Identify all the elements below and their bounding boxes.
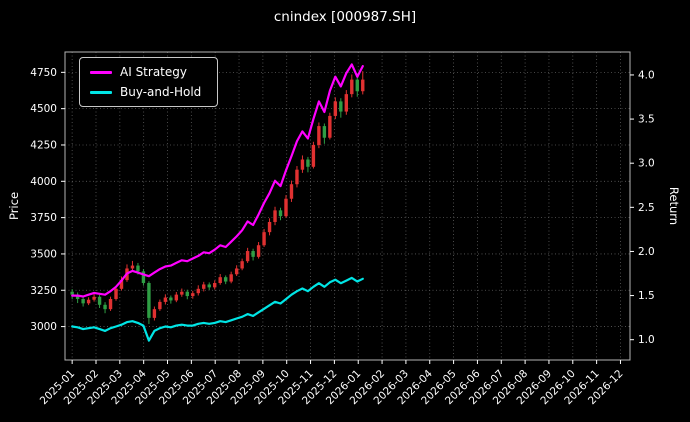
ai-strategy-line-swatch — [90, 70, 112, 74]
svg-text:1.0: 1.0 — [638, 334, 655, 346]
plot-border — [64, 51, 631, 361]
svg-text:4000: 4000 — [30, 176, 57, 188]
svg-text:3750: 3750 — [30, 212, 57, 224]
tick-layer: 2025-012025-022025-032025-042025-052025-… — [30, 67, 654, 407]
svg-text:3000: 3000 — [30, 321, 57, 333]
svg-text:3250: 3250 — [30, 285, 57, 297]
left-axis-label: Price — [7, 191, 21, 221]
buy-and-hold-line-swatch — [90, 90, 112, 94]
svg-text:3.0: 3.0 — [638, 158, 655, 170]
svg-text:1.5: 1.5 — [638, 290, 655, 302]
svg-text:3500: 3500 — [30, 248, 57, 260]
svg-text:4500: 4500 — [30, 103, 57, 115]
svg-text:4750: 4750 — [30, 67, 57, 79]
legend-item-buy-and-hold: Buy-and-Hold — [90, 86, 201, 98]
legend: AI Strategy Buy-and-Hold — [79, 57, 219, 107]
line-layer — [71, 63, 364, 342]
svg-text:2.5: 2.5 — [638, 202, 655, 214]
chart-title: cnindex [000987.SH] — [273, 9, 417, 25]
svg-text:2.0: 2.0 — [638, 246, 655, 258]
candlestick-layer — [70, 71, 365, 324]
legend-label-ai-strategy: AI Strategy — [120, 65, 187, 79]
svg-text:4250: 4250 — [30, 139, 57, 151]
svg-text:4.0: 4.0 — [638, 69, 655, 81]
legend-label-buy-and-hold: Buy-and-Hold — [120, 85, 202, 99]
svg-text:3.5: 3.5 — [638, 114, 655, 126]
right-axis-label: Return — [667, 186, 681, 226]
legend-item-ai-strategy: AI Strategy — [90, 66, 201, 78]
